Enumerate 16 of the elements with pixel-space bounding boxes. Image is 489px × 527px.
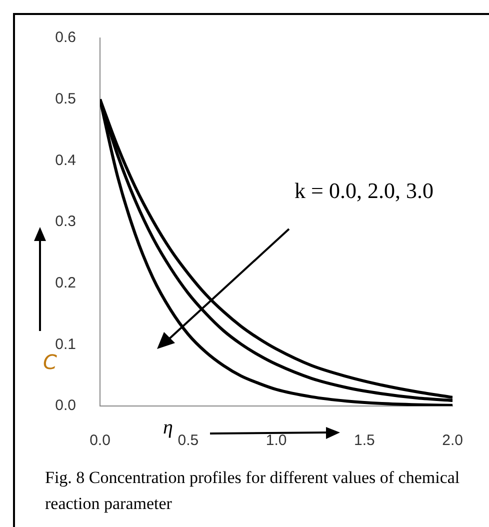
y-tick-label: 0.0 bbox=[55, 397, 76, 414]
caption: Fig. 8 Concentration profiles for different values of chemical reaction parameter bbox=[45, 467, 461, 515]
y-tick-label: 0.6 bbox=[55, 29, 76, 46]
y-tick-label: 0.4 bbox=[55, 152, 76, 169]
x-tick-label: 1.0 bbox=[266, 432, 287, 450]
annotation: k = 0.0, 2.0, 3.0 bbox=[294, 178, 434, 203]
x-tick-label: 2.0 bbox=[442, 432, 464, 450]
y-tick-label: 0.3 bbox=[55, 213, 76, 230]
x-tick-label: 1.5 bbox=[354, 432, 375, 450]
y-tick-label: 0.2 bbox=[55, 274, 76, 292]
y-axis-title: C bbox=[43, 350, 58, 374]
x-axis-title: η bbox=[163, 416, 174, 438]
y-tick-label: 0.1 bbox=[55, 336, 76, 353]
x-tick-label: 0.0 bbox=[90, 432, 110, 450]
y-tick-label: 0.5 bbox=[55, 90, 76, 108]
x-tick-label: 0.5 bbox=[178, 432, 199, 450]
